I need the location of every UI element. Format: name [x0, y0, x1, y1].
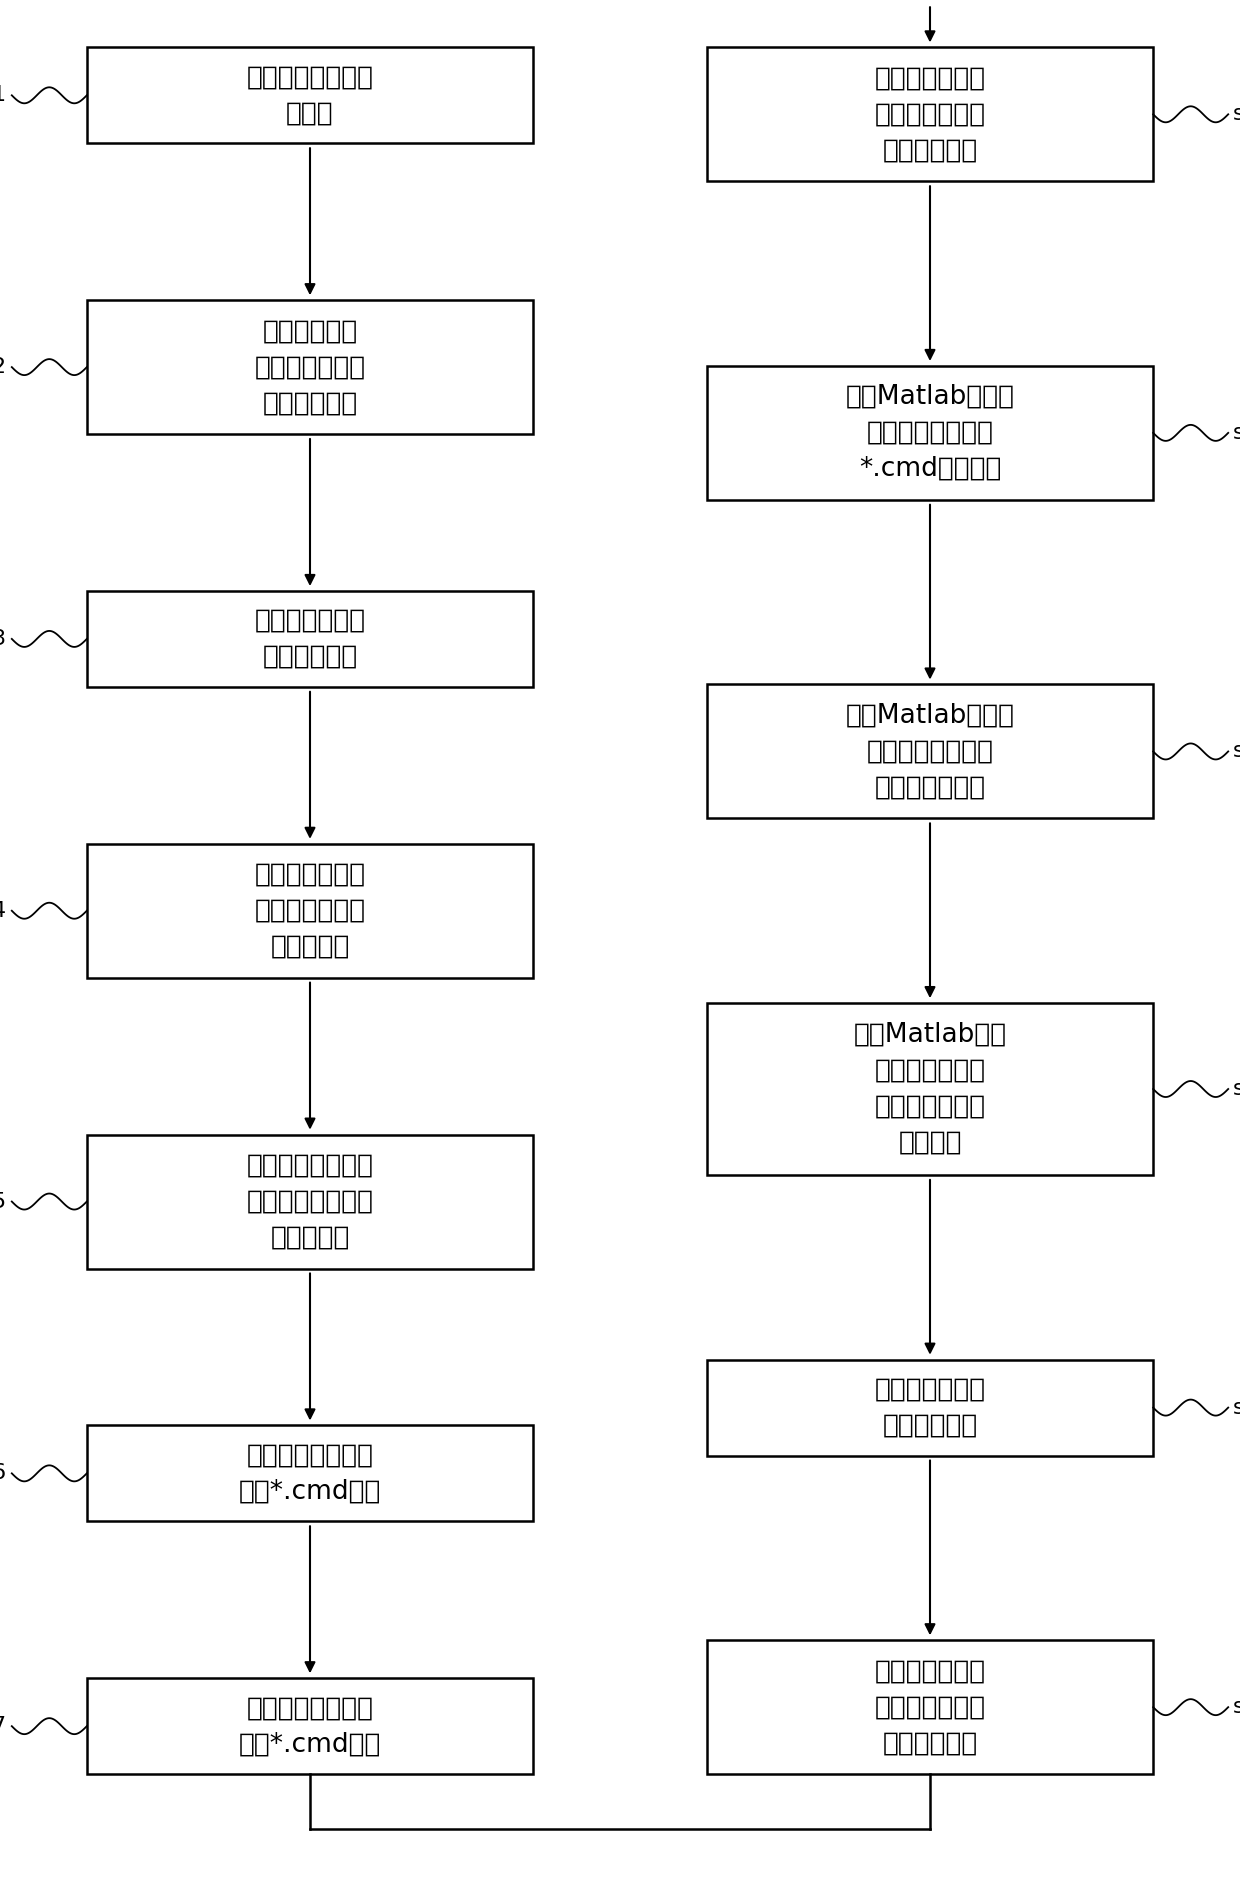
- Text: 建立车辆层次化结
构模型: 建立车辆层次化结 构模型: [247, 64, 373, 127]
- Text: s109: s109: [1234, 424, 1240, 443]
- Text: s103: s103: [0, 628, 6, 649]
- Text: s113: s113: [1234, 1697, 1240, 1718]
- Text: s105: s105: [0, 1192, 6, 1211]
- Bar: [87, 844, 533, 978]
- Bar: [87, 1135, 533, 1268]
- Bar: [87, 1425, 533, 1521]
- Bar: [87, 1678, 533, 1775]
- Bar: [707, 685, 1153, 819]
- Bar: [707, 47, 1153, 182]
- Text: s104: s104: [0, 901, 6, 921]
- Text: 所有建模文件汇
总为建模文档: 所有建模文件汇 总为建模文档: [874, 1377, 986, 1438]
- Text: s102: s102: [0, 358, 6, 377]
- Bar: [707, 1003, 1153, 1175]
- Text: s101: s101: [0, 85, 6, 106]
- Text: 确定总体坐标
系，分配各个结
构局部坐标系: 确定总体坐标 系，分配各个结 构局部坐标系: [254, 318, 366, 416]
- Text: 柔性基本功能模块
模版*.cmd开发: 柔性基本功能模块 模版*.cmd开发: [239, 1695, 381, 1758]
- Text: 利用Matlab和模
型装配参数，对
实例化车辆模块
进行装配: 利用Matlab和模 型装配参数，对 实例化车辆模块 进行装配: [853, 1022, 1007, 1156]
- Text: 利用Matlab，将模
型参数文档解析为
*.cmd参数文档: 利用Matlab，将模 型参数文档解析为 *.cmd参数文档: [846, 384, 1014, 482]
- Text: s106: s106: [0, 1463, 6, 1483]
- Text: 利用Matlab和基本
功能模块，对车辆
组成结构实例化: 利用Matlab和基本 功能模块，对车辆 组成结构实例化: [846, 702, 1014, 800]
- Text: 划分基本功能模
块和子装配体: 划分基本功能模 块和子装配体: [254, 607, 366, 670]
- Text: s111: s111: [1234, 1078, 1240, 1099]
- Bar: [87, 590, 533, 687]
- Text: s107: s107: [0, 1716, 6, 1737]
- Text: 柔性基本功能模块
参数提取和模态中
性文件开发: 柔性基本功能模块 参数提取和模态中 性文件开发: [247, 1152, 373, 1251]
- Text: s110: s110: [1234, 742, 1240, 761]
- Text: 刚体基本功能模块
模版*.cmd开发: 刚体基本功能模块 模版*.cmd开发: [239, 1442, 381, 1504]
- Text: 批处理方式执行
建模文档形成车
辆动力学模型: 批处理方式执行 建模文档形成车 辆动力学模型: [874, 1657, 986, 1756]
- Text: s112: s112: [1234, 1398, 1240, 1417]
- Bar: [707, 365, 1153, 499]
- Text: s108: s108: [1234, 104, 1240, 125]
- Bar: [87, 301, 533, 433]
- Text: 根据车辆组成和
基本特性，形成
模型参数文档: 根据车辆组成和 基本特性，形成 模型参数文档: [874, 66, 986, 163]
- Bar: [87, 47, 533, 144]
- Bar: [707, 1640, 1153, 1775]
- Bar: [707, 1360, 1153, 1455]
- Text: 刚性基本功能模
块参数提取和几
何模型开发: 刚性基本功能模 块参数提取和几 何模型开发: [254, 861, 366, 959]
